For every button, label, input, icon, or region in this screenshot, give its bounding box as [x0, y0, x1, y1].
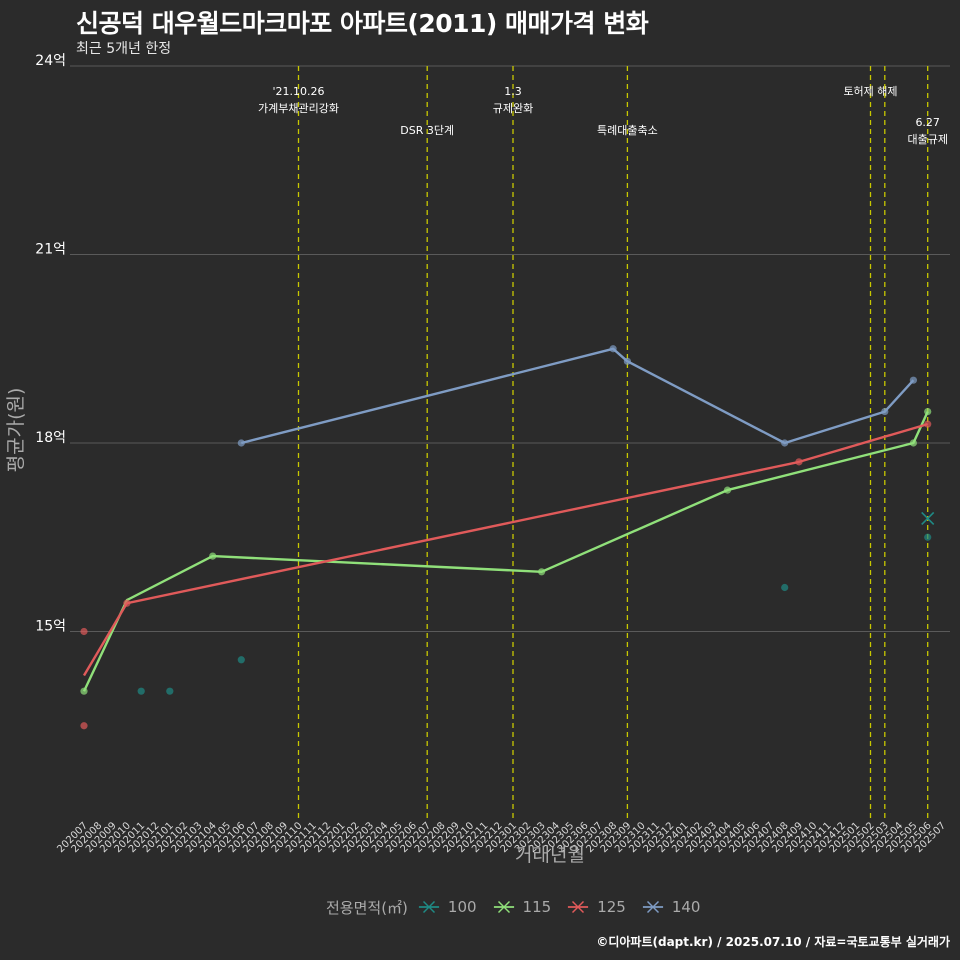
event-label: 특례대출축소	[597, 124, 658, 137]
data-point-115	[723, 486, 732, 494]
chart-title: 신공덕 대우월드마크마포 아파트(2011) 매매가격 변화	[76, 9, 649, 38]
data-point-115	[924, 407, 932, 416]
legend-title: 전용면적(㎡)	[326, 898, 408, 917]
data-point-125	[80, 627, 88, 636]
legend-item-140: 140	[642, 896, 701, 918]
legend-label: 140	[671, 898, 701, 916]
data-point-115	[538, 568, 546, 576]
data-point-100	[137, 687, 145, 695]
data-point-100	[924, 533, 932, 541]
legend-label: 115	[522, 898, 552, 916]
y-tick-label: 18억	[35, 430, 66, 446]
data-point-100	[237, 656, 245, 664]
chart-subtitle: 최근 5개년 한정	[76, 41, 172, 57]
series-line-125	[82, 422, 929, 677]
event-label: 1.3	[504, 85, 522, 98]
data-point-125	[123, 599, 131, 607]
legend-label: 100	[447, 898, 477, 916]
data-point-125	[795, 458, 803, 466]
legend-item-115: 115	[493, 896, 552, 918]
legend-key-icon	[493, 900, 514, 914]
data-point-140	[237, 439, 245, 447]
legend-key-icon	[568, 900, 589, 914]
data-point-125	[924, 420, 932, 428]
data-point-115	[909, 439, 918, 447]
event-label: '21.10.26	[272, 85, 324, 98]
series-marker-100	[921, 511, 935, 525]
data-point-100	[781, 583, 789, 592]
event-label: 토허제 해제	[843, 84, 897, 98]
data-point-140	[909, 376, 918, 384]
data-point-140	[623, 357, 632, 365]
legend-item-125: 125	[567, 896, 626, 918]
legend-item-100: 100	[418, 896, 477, 918]
data-point-140	[781, 439, 789, 447]
event-label: 대출규제	[907, 133, 947, 146]
legend-key-icon	[418, 900, 439, 914]
y-tick-label: 15억	[35, 619, 66, 635]
data-point-125	[80, 722, 88, 730]
source-caption: ©디아파트(dapt.kr) / 2025.07.10 / 자료=국토교통부 실…	[596, 935, 950, 949]
series-line-140	[241, 347, 915, 445]
x-axis-title: 거래년월	[515, 844, 585, 866]
data-point-140	[609, 345, 617, 353]
legend-label: 125	[597, 898, 626, 916]
series-line-115	[82, 411, 929, 692]
y-tick-label: 21억	[35, 242, 66, 258]
data-point-115	[80, 687, 88, 695]
legend-key-icon	[642, 900, 663, 914]
event-label: 가계부채관리강화	[258, 102, 339, 115]
y-tick-label: 24억	[35, 53, 66, 69]
data-point-140	[881, 407, 889, 416]
data-point-115	[209, 552, 217, 560]
event-label: 규제완화	[493, 102, 533, 115]
data-point-100	[166, 687, 174, 695]
event-label: DSR 3단계	[400, 124, 454, 137]
legend: 전용면적(㎡) 100 115 125 140	[326, 896, 716, 918]
y-axis-title: 평균가(원)	[5, 388, 27, 473]
event-label: 6.27	[915, 116, 940, 129]
